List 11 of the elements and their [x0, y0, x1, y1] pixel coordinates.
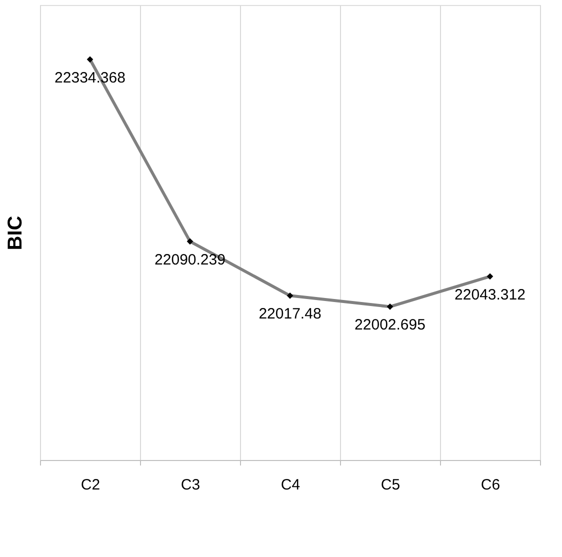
x-tick-label: C3 [180, 476, 200, 494]
y-axis-title: BIC [4, 216, 26, 250]
x-tick-label: C2 [80, 476, 100, 494]
data-label: 22334.368 [54, 69, 126, 86]
data-label: 22002.695 [354, 316, 426, 334]
x-tick-label: C4 [280, 476, 300, 494]
data-label: 22017.48 [258, 306, 322, 323]
x-tick-label: C5 [380, 476, 400, 494]
data-label: 22090.239 [154, 251, 226, 268]
x-tick-label: C6 [480, 476, 500, 494]
data-label: 22043.312 [454, 286, 526, 304]
